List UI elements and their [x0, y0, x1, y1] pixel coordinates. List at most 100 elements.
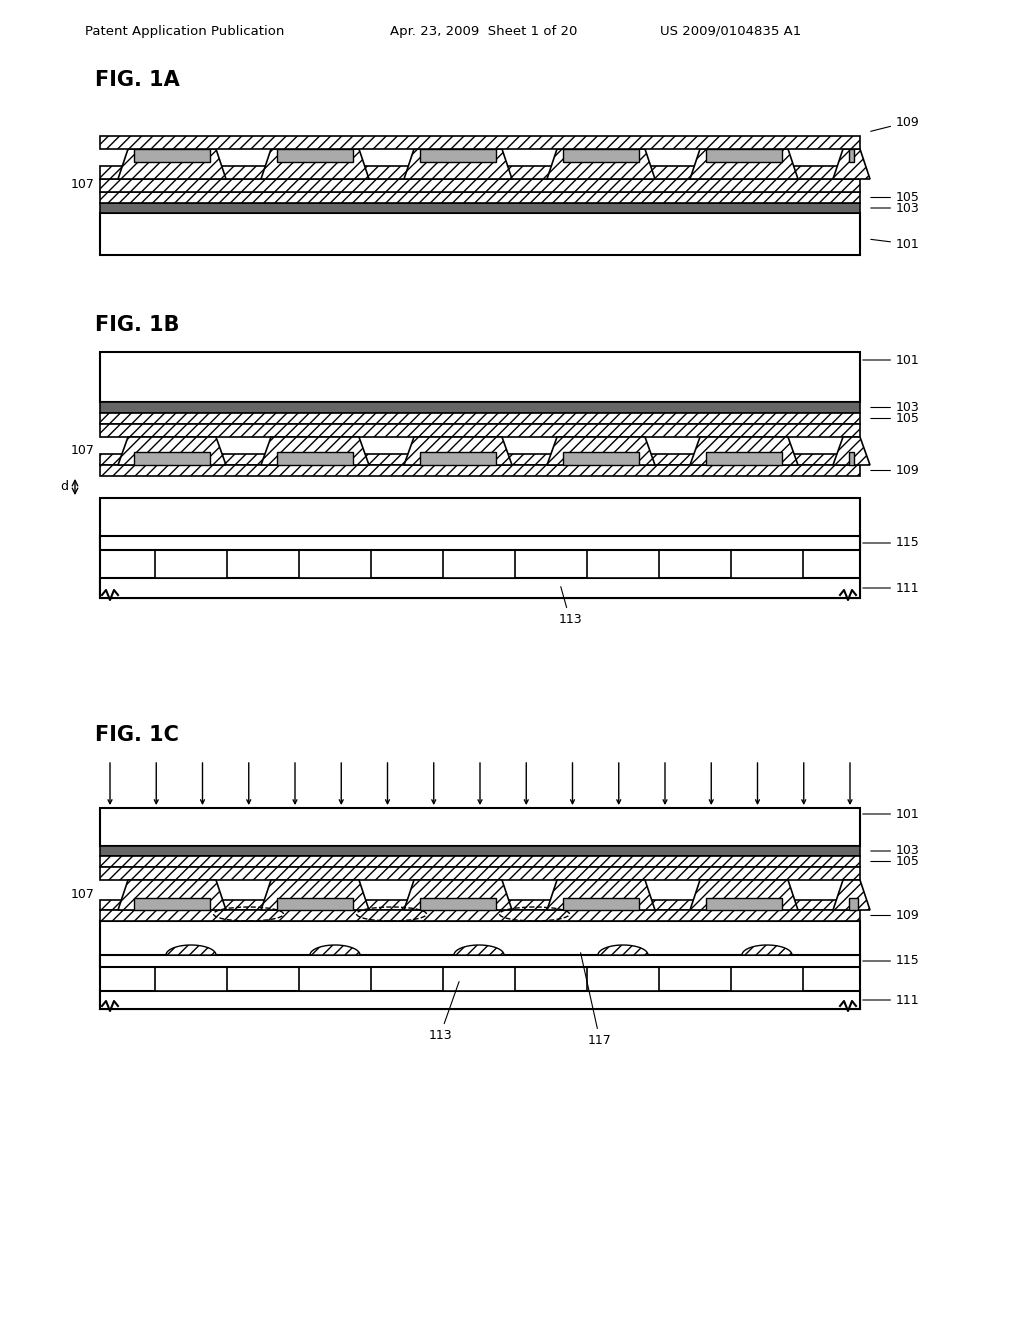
Bar — [849, 451, 854, 465]
Bar — [100, 465, 860, 477]
Bar — [100, 413, 860, 424]
Bar — [100, 921, 860, 1008]
Bar — [706, 451, 782, 465]
Bar — [563, 898, 639, 909]
Bar — [420, 451, 496, 465]
Polygon shape — [261, 880, 369, 909]
Text: 113: 113 — [428, 982, 459, 1041]
Text: 105: 105 — [870, 191, 920, 205]
Text: 107: 107 — [71, 177, 95, 190]
Text: 101: 101 — [870, 238, 920, 251]
Bar — [587, 968, 659, 991]
Bar — [420, 898, 496, 909]
Bar — [849, 898, 858, 909]
Text: 107: 107 — [71, 445, 95, 458]
Bar — [100, 846, 860, 855]
Bar — [420, 149, 496, 162]
Text: 109: 109 — [870, 465, 920, 477]
Text: 117: 117 — [581, 953, 612, 1047]
Polygon shape — [833, 437, 870, 465]
Polygon shape — [404, 880, 512, 909]
Bar — [278, 451, 353, 465]
Polygon shape — [310, 945, 360, 954]
Polygon shape — [261, 437, 369, 465]
Bar — [100, 166, 860, 180]
Bar — [278, 898, 353, 909]
Text: Apr. 23, 2009  Sheet 1 of 20: Apr. 23, 2009 Sheet 1 of 20 — [390, 25, 578, 38]
Text: US 2009/0104835 A1: US 2009/0104835 A1 — [660, 25, 801, 38]
Polygon shape — [690, 149, 798, 180]
Text: 115: 115 — [863, 954, 920, 968]
Bar — [299, 968, 371, 991]
Text: 105: 105 — [870, 412, 920, 425]
Bar — [100, 991, 860, 1008]
Bar — [731, 550, 803, 578]
Bar — [100, 536, 860, 550]
Polygon shape — [547, 149, 655, 180]
Text: 109: 109 — [870, 116, 920, 131]
Bar — [134, 149, 210, 162]
Bar — [278, 149, 353, 162]
Bar — [100, 180, 860, 191]
Bar — [100, 498, 860, 598]
Text: 111: 111 — [863, 994, 920, 1006]
Polygon shape — [742, 945, 792, 954]
Bar — [706, 149, 782, 162]
Polygon shape — [166, 945, 216, 954]
Bar — [100, 136, 860, 149]
Polygon shape — [547, 880, 655, 909]
Text: 103: 103 — [870, 401, 920, 414]
Bar — [100, 909, 860, 921]
Polygon shape — [690, 437, 798, 465]
Bar — [731, 968, 803, 991]
Bar — [299, 550, 371, 578]
Bar — [100, 808, 860, 846]
Bar — [100, 867, 860, 880]
Bar — [443, 550, 515, 578]
Polygon shape — [261, 149, 369, 180]
Text: 115: 115 — [863, 536, 920, 549]
Text: 101: 101 — [863, 354, 920, 367]
Polygon shape — [118, 437, 226, 465]
Bar — [443, 968, 515, 991]
Text: 103: 103 — [870, 202, 920, 214]
Text: 111: 111 — [863, 582, 920, 594]
Text: 101: 101 — [863, 808, 920, 821]
Bar — [100, 352, 860, 403]
Bar — [100, 954, 860, 968]
Polygon shape — [454, 945, 504, 954]
Text: 105: 105 — [870, 855, 920, 869]
Text: 113: 113 — [558, 586, 582, 626]
Bar — [100, 203, 860, 213]
Polygon shape — [404, 149, 512, 180]
Bar — [155, 550, 227, 578]
Text: d: d — [60, 480, 68, 494]
Bar — [706, 898, 782, 909]
Bar — [134, 451, 210, 465]
Bar — [100, 578, 860, 598]
Polygon shape — [690, 880, 798, 909]
Bar — [563, 451, 639, 465]
Bar — [134, 898, 210, 909]
Polygon shape — [598, 945, 648, 954]
Text: FIG. 1C: FIG. 1C — [95, 725, 179, 744]
Bar — [155, 968, 227, 991]
Text: 103: 103 — [870, 845, 920, 858]
Bar — [849, 149, 854, 162]
Polygon shape — [833, 149, 870, 180]
Text: FIG. 1A: FIG. 1A — [95, 70, 180, 90]
Polygon shape — [833, 880, 870, 909]
Text: 109: 109 — [870, 909, 920, 921]
Text: 107: 107 — [71, 888, 95, 902]
Polygon shape — [404, 437, 512, 465]
Bar — [100, 855, 860, 867]
Bar — [100, 213, 860, 255]
Bar — [100, 424, 860, 437]
Text: Patent Application Publication: Patent Application Publication — [85, 25, 285, 38]
Text: FIG. 1B: FIG. 1B — [95, 315, 179, 335]
Polygon shape — [118, 149, 226, 180]
Polygon shape — [118, 880, 226, 909]
Bar — [100, 191, 860, 203]
Bar — [100, 454, 860, 465]
Bar — [563, 149, 639, 162]
